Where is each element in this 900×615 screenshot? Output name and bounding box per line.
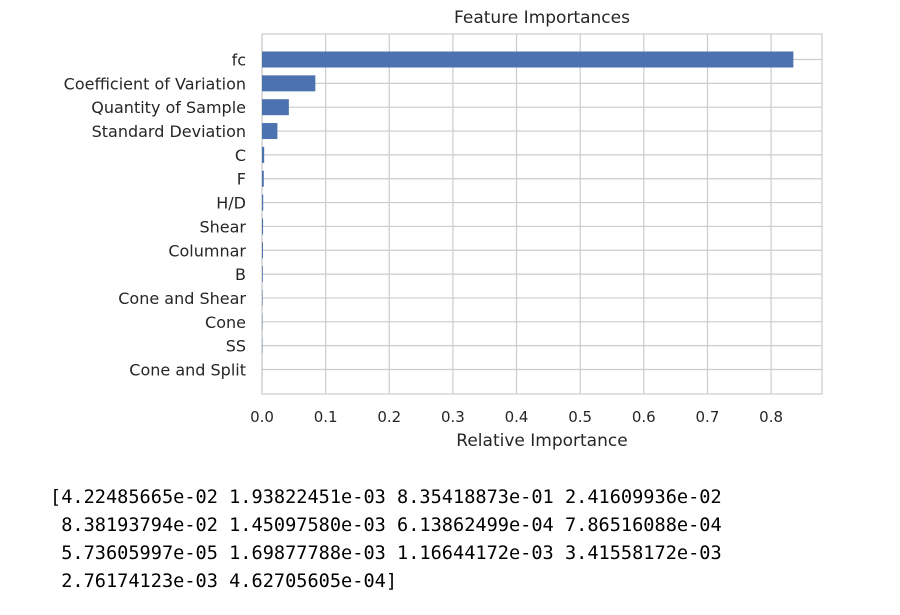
bar [262,242,263,259]
x-tick-label: 0.4 [505,408,529,426]
category-label: B [235,265,246,284]
x-tick-label: 0.0 [250,408,274,426]
x-tick-label: 0.3 [441,408,465,426]
category-label: Cone and Split [129,361,246,380]
x-tick-labels: 0.0 0.1 0.2 0.3 0.4 0.5 0.6 0.7 0.8 [250,408,783,426]
x-tick-label: 0.5 [568,408,592,426]
x-axis-label: Relative Importance [456,431,627,451]
category-label: Cone [205,313,246,332]
gridlines [261,34,822,394]
bar [262,123,278,140]
x-tick-label: 0.6 [632,408,656,426]
plot-area [261,33,823,395]
category-label: Coefficient of Variation [64,74,246,93]
category-label: Quantity of Sample [91,98,246,117]
category-label: F [237,170,246,189]
x-tick-label: 0.8 [759,408,783,426]
category-label: Columnar [168,241,246,260]
importances-array-output: [4.22485665e-02 1.93822451e-03 8.3541887… [50,487,722,592]
bar [262,170,264,187]
bar [262,289,263,306]
x-tick-label: 0.2 [377,408,401,426]
category-label: Cone and Shear [118,289,246,308]
bar [262,146,265,163]
bar [262,51,794,68]
feature-importance-chart: Feature Importances fc Coefficient of Var… [64,8,823,451]
bar [262,218,264,235]
category-labels: fc Coefficient of Variation Quantity of Sa… [64,51,247,380]
bar [262,266,263,283]
bar [262,75,316,92]
chart-title: Feature Importances [454,8,630,28]
x-tick-label: 0.1 [314,408,338,426]
category-label: SS [226,337,246,356]
x-tick-label: 0.7 [696,408,720,426]
bars [262,51,794,378]
bar [262,99,289,116]
category-label: Standard Deviation [92,122,246,141]
category-label: fc [232,51,246,70]
category-label: Shear [199,217,246,236]
bar [262,194,264,211]
category-label: C [235,146,246,165]
category-label: H/D [216,194,246,213]
